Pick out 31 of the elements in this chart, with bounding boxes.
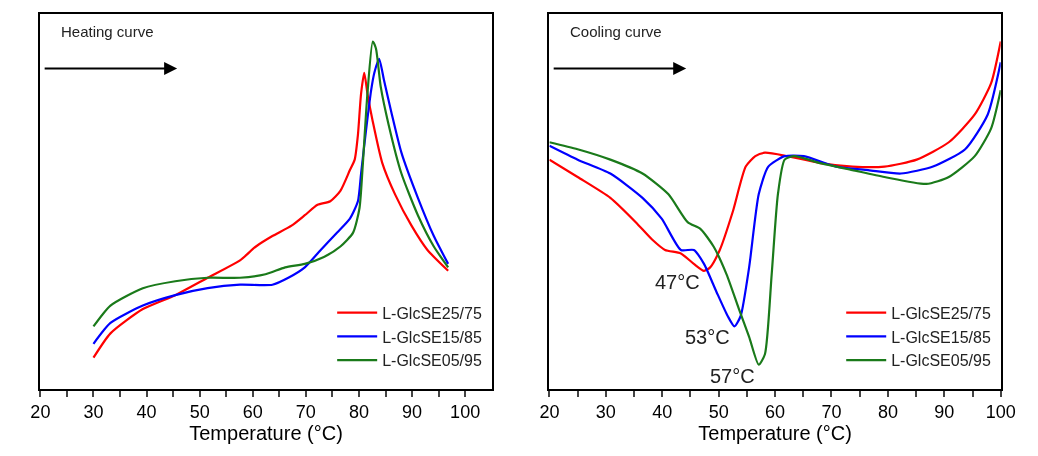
text: Heating curve [61, 23, 154, 40]
x-tick-label: 60 [765, 402, 786, 423]
text: Cooling curve [570, 23, 662, 40]
x-tick-label: 80 [348, 402, 369, 423]
x-tick-label: 50 [189, 402, 210, 423]
annotation: 57°C [710, 365, 755, 387]
x-tick-label: 80 [877, 402, 898, 423]
x-tick-label: 30 [83, 402, 104, 423]
x-axis-title: Temperature (°C) [189, 422, 343, 445]
x-tick-label: 100 [450, 402, 481, 423]
x-axis-title: Temperature (°C) [698, 422, 852, 445]
x-tick-label: 90 [934, 402, 955, 423]
legend-label: L-GlcSE05/95 [382, 352, 482, 370]
annotation: 47°C [655, 271, 700, 293]
x-tick-label: 70 [295, 402, 316, 423]
x-tick-label: 90 [402, 402, 423, 423]
x-tick-label: 50 [708, 402, 729, 423]
x-tick-label: 40 [136, 402, 157, 423]
x-tick-label: 40 [652, 402, 673, 423]
legend-label: L-GlcSE15/85 [891, 328, 991, 346]
x-tick-label: 30 [595, 402, 616, 423]
x-tick-label: 100 [985, 402, 1016, 423]
legend-label: L-GlcSE05/95 [891, 352, 991, 370]
x-tick-label: 20 [539, 402, 560, 423]
x-tick-label: 20 [30, 402, 51, 423]
x-tick-label: 70 [821, 402, 842, 423]
legend-label: L-GlcSE25/75 [891, 304, 991, 322]
annotation: 53°C [685, 326, 730, 348]
x-tick-label: 60 [242, 402, 263, 423]
legend-label: L-GlcSE25/75 [382, 304, 482, 322]
legend-label: L-GlcSE15/85 [382, 328, 482, 346]
